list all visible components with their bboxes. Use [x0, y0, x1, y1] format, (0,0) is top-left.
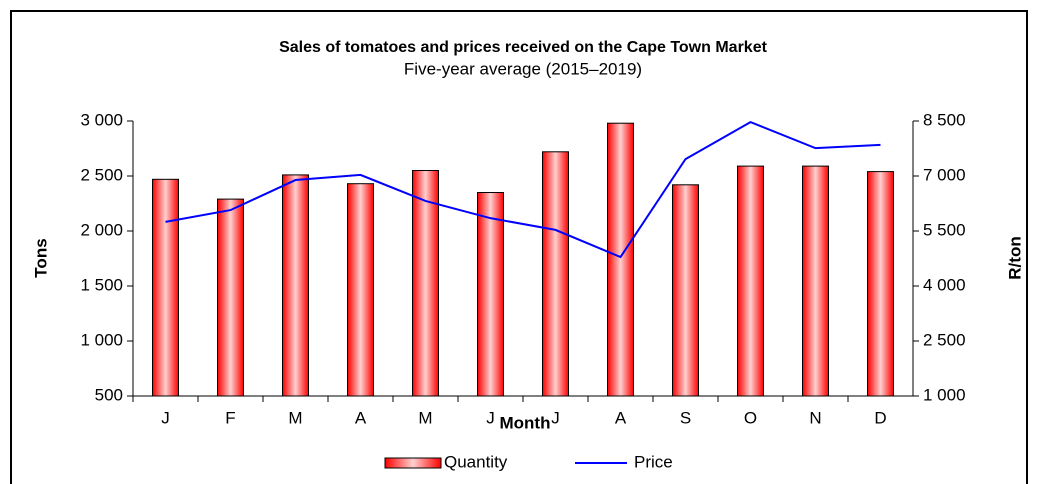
y-tick-label: 3 000	[80, 110, 123, 129]
bar	[477, 192, 504, 397]
y2-tick-label: 8 500	[923, 110, 966, 129]
bar	[802, 165, 829, 397]
y-axis-title: Tons	[31, 238, 50, 277]
bar	[347, 183, 374, 397]
legend-label: Price	[634, 452, 673, 471]
frame	[10, 10, 1028, 484]
x-tick-label: J	[551, 408, 560, 427]
x-tick-label: A	[615, 408, 627, 427]
x-tick-label: S	[680, 408, 691, 427]
bar	[542, 151, 569, 397]
x-tick-label: F	[225, 408, 235, 427]
bar	[152, 178, 179, 397]
bar	[867, 171, 894, 397]
x-tick-label: N	[809, 408, 821, 427]
y2-tick-label: 2 500	[923, 330, 966, 349]
x-tick-label: O	[744, 408, 757, 427]
x-tick-label: M	[418, 408, 432, 427]
y-tick-label: 1 000	[80, 330, 123, 349]
legend-swatch	[384, 457, 442, 469]
bar	[282, 174, 309, 397]
y2-tick-label: 7 000	[923, 165, 966, 184]
chart-title: Sales of tomatoes and prices received on…	[279, 39, 768, 56]
y-tick-label: 1 500	[80, 275, 123, 294]
x-axis-title: Month	[500, 413, 551, 432]
y-tick-label: 500	[95, 385, 123, 404]
y2-tick-label: 4 000	[923, 275, 966, 294]
y2-tick-label: 1 000	[923, 385, 966, 404]
x-tick-label: J	[161, 408, 170, 427]
y2-tick-label: 5 500	[923, 220, 966, 239]
y-tick-label: 2 500	[80, 165, 123, 184]
x-tick-label: M	[288, 408, 302, 427]
legend-label: Quantity	[444, 452, 508, 471]
bar	[607, 122, 634, 397]
x-tick-label: J	[486, 408, 495, 427]
bar	[217, 198, 244, 397]
x-tick-label: A	[355, 408, 367, 427]
bar	[672, 184, 699, 397]
bar	[412, 170, 439, 397]
y-tick-label: 2 000	[80, 220, 123, 239]
chart-subtitle: Five-year average (2015–2019)	[404, 59, 642, 78]
y2-axis-title: R/ton	[1005, 236, 1024, 279]
bar	[737, 165, 764, 397]
x-tick-label: D	[874, 408, 886, 427]
line	[165, 120, 881, 259]
